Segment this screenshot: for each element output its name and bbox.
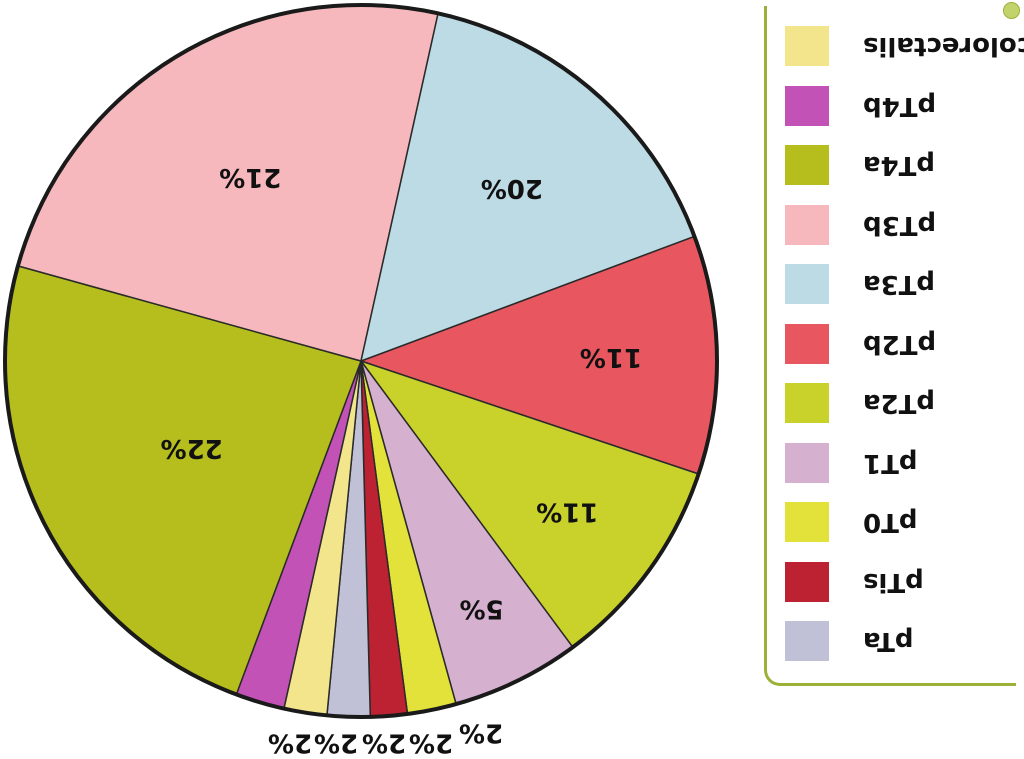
legend-swatch xyxy=(785,26,829,66)
legend-item-pt4a: pT4a xyxy=(785,145,1015,185)
legend-label: pT3b xyxy=(863,209,937,240)
legend-swatch xyxy=(785,442,829,483)
legend-swatch xyxy=(785,85,829,126)
legend-swatch xyxy=(785,561,829,602)
legend-corner-dot xyxy=(1003,2,1020,19)
legend-item-pt1: pT1 xyxy=(785,442,1015,483)
legend-item-pt0: pT0 xyxy=(785,502,1015,542)
slice-label-pt3a: 20% xyxy=(481,173,543,203)
pie-chart: 11%11%5%2%2%2%2%2%22%21% 20% xyxy=(3,3,719,758)
legend-item-pt2b: pT2b xyxy=(785,323,1015,364)
legend-item-pt3a: pT3a xyxy=(785,264,1015,304)
legend-swatch xyxy=(785,323,829,364)
legend: colorectalis pT4b pT4a pT3b pT3a pT2b pT2a pT1 p… xyxy=(764,2,1024,686)
slice-label-pt3b: 21% xyxy=(219,162,281,192)
legend-item-pt2a: pT2a xyxy=(785,383,1015,423)
legend-label: colorectalis xyxy=(863,31,1024,61)
legend-label: pTa xyxy=(863,626,914,656)
slice-label-pta: 2% xyxy=(362,728,406,758)
legend-label: pTis xyxy=(863,566,924,597)
slice-label-pt1: 5% xyxy=(460,594,504,624)
pie-labels: 11%11%5%2%2%2%2%2%22%21% 20% xyxy=(161,162,643,757)
slice-label-ptis: 2% xyxy=(409,728,453,758)
pie-outline xyxy=(3,3,719,719)
legend-label: pT1 xyxy=(863,447,918,478)
legend-item-pta: pTa xyxy=(785,621,1015,661)
legend-swatch xyxy=(785,383,829,423)
legend-label: pT4a xyxy=(863,150,935,180)
legend-item-colorectalis: colorectalis xyxy=(785,26,1024,66)
legend-label: pT2b xyxy=(863,328,937,359)
slice-label-pt2a: 11% xyxy=(536,496,598,526)
legend-item-pt4b: pT4b xyxy=(785,85,1015,126)
slice-label-pt2b: 11% xyxy=(580,342,642,372)
slice-label-pt4a: 22% xyxy=(161,433,223,463)
slice-label-colorectalis: 2% xyxy=(314,728,358,758)
legend-swatch xyxy=(785,621,829,661)
legend-swatch xyxy=(785,264,829,304)
legend-label: pT2a xyxy=(863,388,935,418)
legend-swatch xyxy=(785,204,829,245)
legend-item-pt3b: pT3b xyxy=(785,204,1015,245)
legend-swatch xyxy=(785,502,829,542)
legend-label: pT0 xyxy=(863,507,918,537)
legend-label: pT4b xyxy=(863,90,937,121)
legend-label: pT3a xyxy=(863,269,935,299)
legend-item-ptis: pTis xyxy=(785,561,1015,602)
legend-swatch xyxy=(785,145,829,185)
slice-label-pt4b: 2% xyxy=(268,728,312,758)
slice-label-pt0: 2% xyxy=(459,718,503,748)
